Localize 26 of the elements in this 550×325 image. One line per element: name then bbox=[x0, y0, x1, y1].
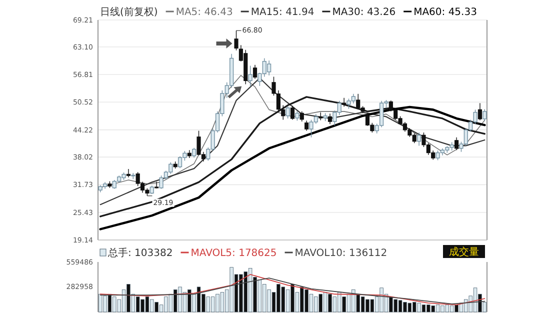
chart-title: 日线(前复权) bbox=[100, 6, 158, 18]
legend-label: MA5: 46.43 bbox=[176, 7, 233, 18]
legend-label: MAVOL5: 178625 bbox=[190, 248, 277, 259]
legend-label: MA60: 45.33 bbox=[414, 7, 477, 18]
legend-label: MAVOL10: 136112 bbox=[294, 248, 388, 259]
candlestick bbox=[252, 64, 258, 80]
legend-label: 总手: 103382 bbox=[107, 247, 173, 259]
candlestick bbox=[454, 137, 459, 150]
legend-label: MA15: 41.94 bbox=[250, 7, 314, 18]
legend-label: MA30: 43.26 bbox=[332, 7, 396, 18]
candlestick bbox=[126, 168, 130, 178]
text: 成交量 bbox=[449, 246, 479, 258]
candlestick bbox=[300, 111, 304, 122]
candlestick bbox=[417, 132, 422, 146]
candlestick bbox=[281, 104, 286, 120]
candlestick bbox=[234, 30, 238, 51]
candlestick bbox=[290, 105, 295, 120]
candlestick bbox=[154, 181, 159, 189]
candlestick bbox=[328, 113, 332, 125]
candlestick bbox=[304, 120, 309, 132]
candlestick bbox=[478, 102, 482, 121]
candlestick bbox=[482, 108, 487, 122]
line-series bbox=[99, 106, 486, 230]
candlestick bbox=[295, 110, 300, 122]
candlestick bbox=[286, 106, 290, 119]
candlestick bbox=[402, 122, 408, 132]
